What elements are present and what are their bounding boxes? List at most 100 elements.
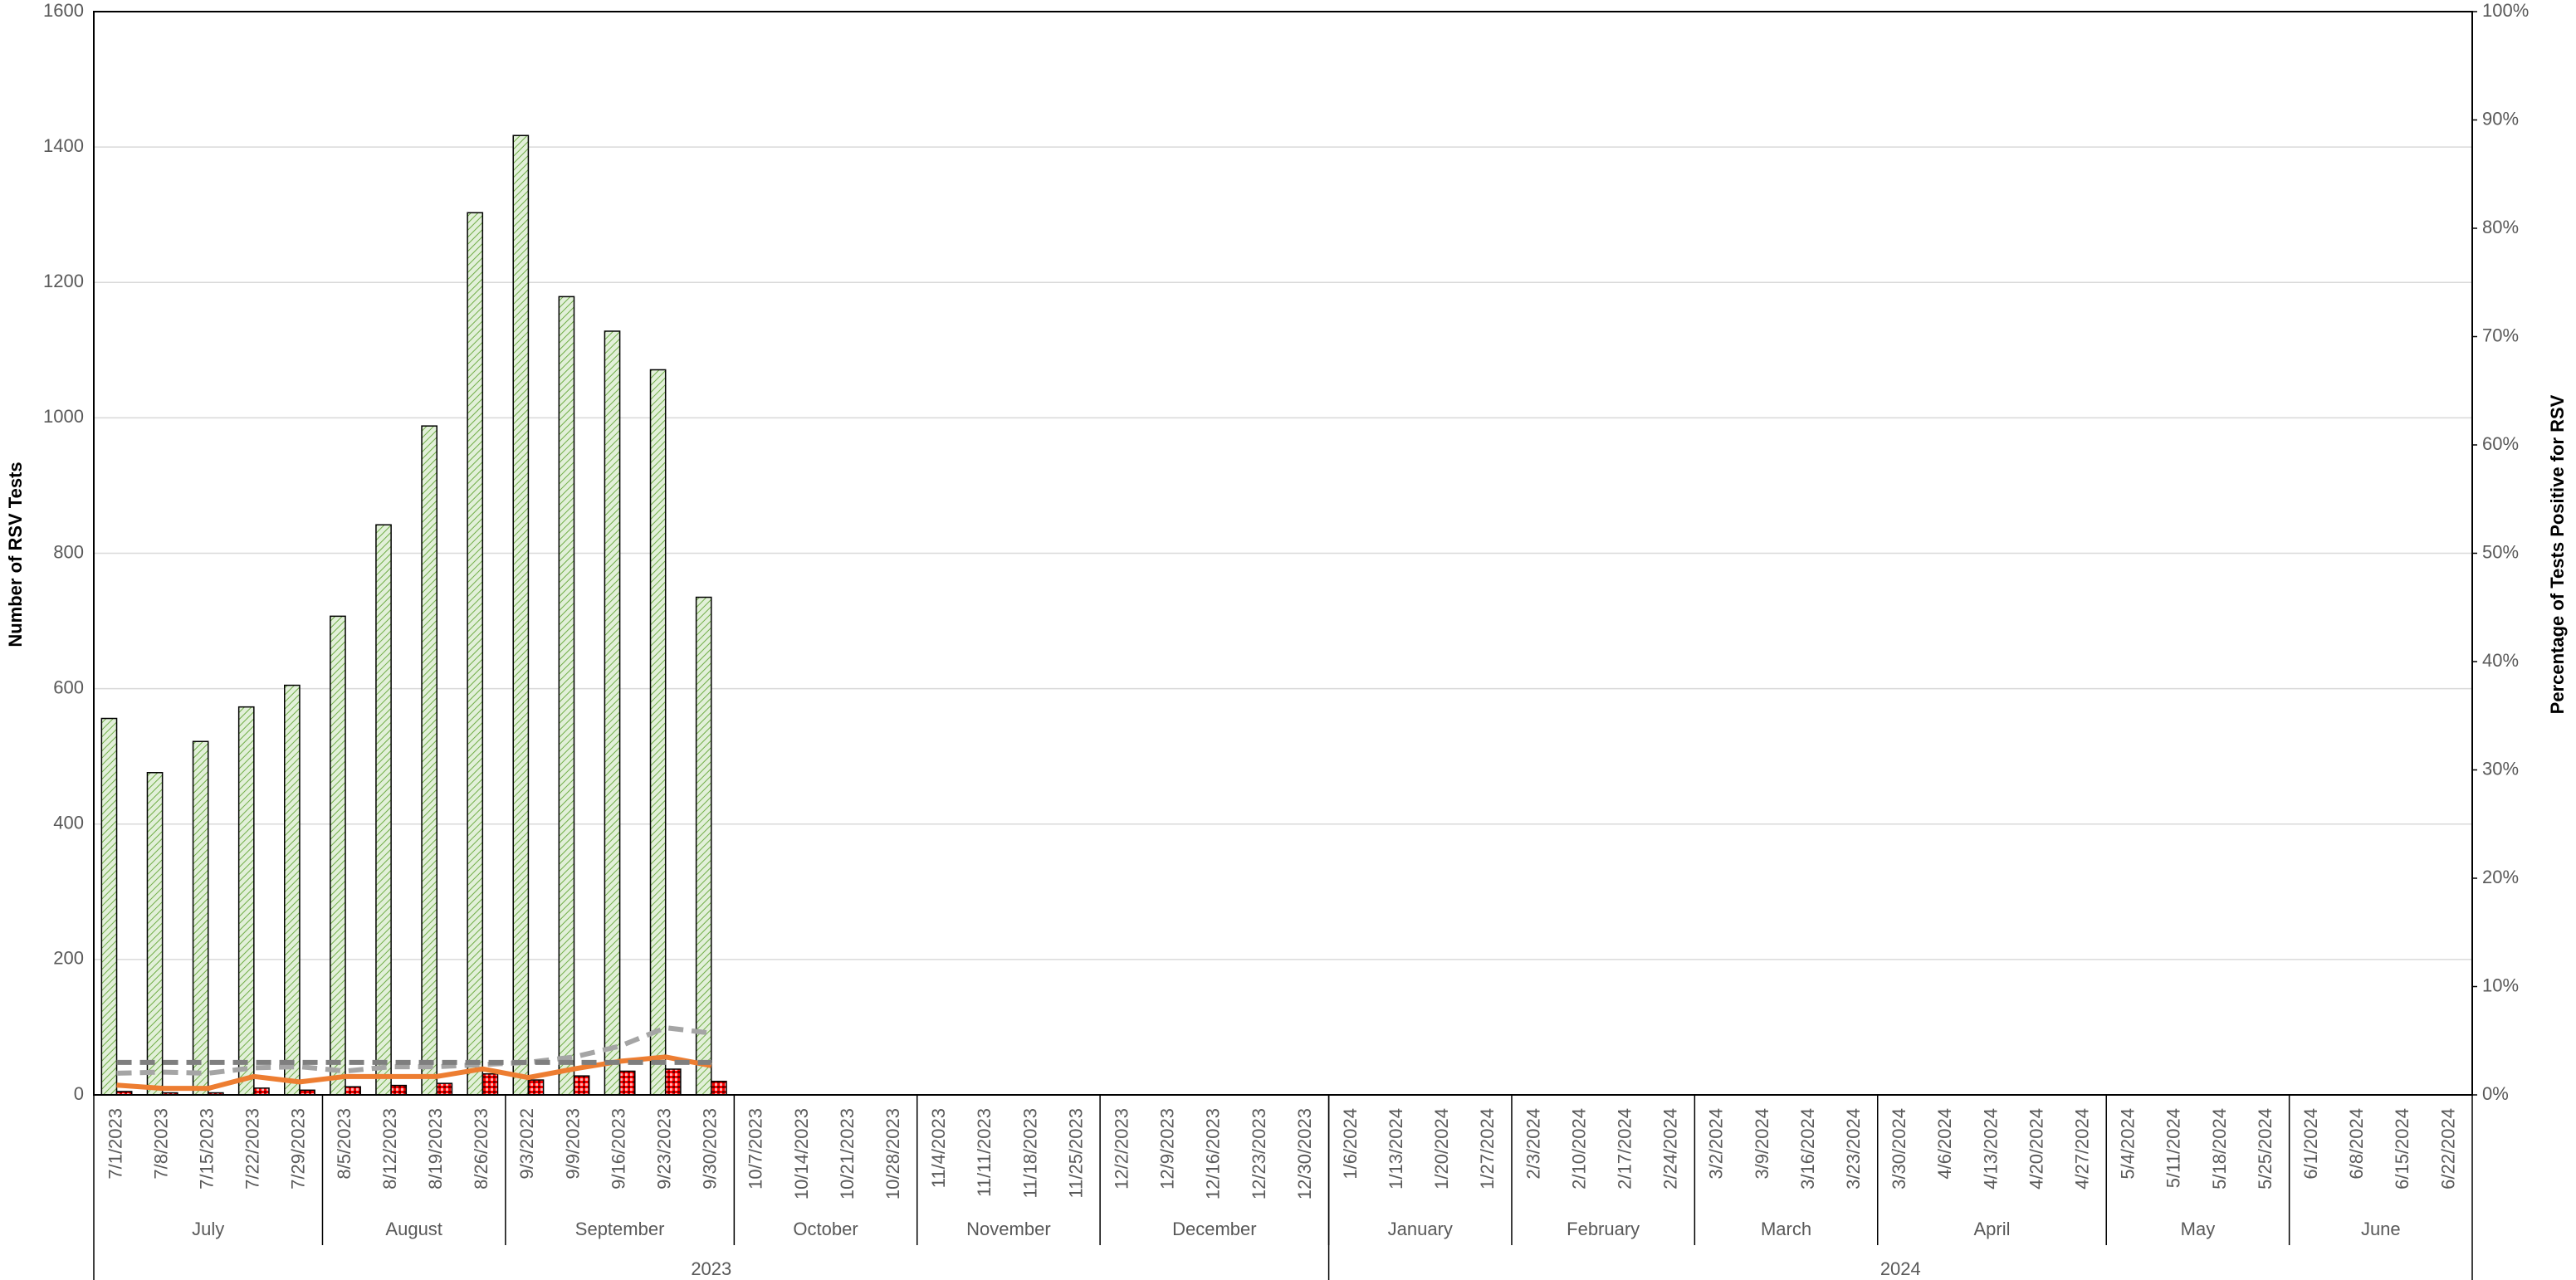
bar — [573, 1075, 590, 1096]
y-tick-label: 0 — [74, 1083, 84, 1104]
bar — [390, 1084, 408, 1096]
bar — [604, 330, 621, 1096]
bar — [192, 740, 209, 1096]
y2-axis-title: Percentage of Tests Positive for RSV — [2547, 394, 2568, 714]
x-tick-label: 8/12/2023 — [379, 1108, 400, 1190]
x-tick-label: 4/20/2024 — [2026, 1108, 2046, 1190]
y-tick-label: 1000 — [43, 406, 84, 427]
month-label: December — [1172, 1219, 1256, 1239]
bar — [284, 684, 301, 1096]
x-tick-label: 1/27/2024 — [1477, 1108, 1498, 1190]
y2-tick-label: 80% — [2482, 217, 2519, 237]
x-tick-label: 11/11/2023 — [974, 1108, 995, 1197]
bar — [436, 1082, 453, 1096]
x-tick-label: 7/8/2023 — [150, 1108, 171, 1180]
year-label: 2024 — [1880, 1258, 1921, 1279]
y-tick-label: 600 — [53, 677, 84, 697]
x-tick-label: 11/4/2023 — [928, 1108, 949, 1188]
x-tick-label: 9/16/2023 — [608, 1108, 628, 1190]
x-tick-label: 4/13/2024 — [1980, 1108, 2001, 1190]
x-tick-label: 11/18/2023 — [1019, 1108, 1040, 1198]
x-tick-label: 9/30/2023 — [700, 1108, 721, 1190]
line-series — [116, 1025, 712, 1076]
bar — [146, 772, 164, 1096]
y2-tick-label: 40% — [2482, 650, 2519, 671]
bar — [512, 134, 530, 1096]
x-tick-label: 3/2/2024 — [1706, 1108, 1727, 1180]
bar — [618, 1070, 636, 1096]
x-tick-label: 2/10/2024 — [1568, 1108, 1589, 1190]
x-tick-label: 11/25/2023 — [1065, 1108, 1086, 1198]
x-tick-label: 5/25/2024 — [2255, 1108, 2275, 1190]
x-tick-label: 10/7/2023 — [745, 1108, 766, 1190]
x-tick-label: 7/22/2023 — [242, 1108, 263, 1190]
bar — [375, 524, 392, 1096]
x-tick-label: 8/5/2023 — [334, 1108, 354, 1180]
bar — [345, 1086, 361, 1096]
bar — [664, 1068, 682, 1096]
x-tick-label: 7/29/2023 — [288, 1108, 309, 1190]
x-tick-label: 4/27/2024 — [2071, 1108, 2092, 1190]
month-label: October — [793, 1219, 858, 1239]
x-tick-label: 8/26/2023 — [471, 1108, 491, 1190]
month-label: May — [2181, 1219, 2216, 1239]
bar — [711, 1080, 727, 1096]
y-tick-label: 200 — [53, 948, 84, 969]
x-tick-label: 12/23/2023 — [1249, 1108, 1269, 1199]
month-label: March — [1761, 1219, 1811, 1239]
y-tick-label: 800 — [53, 541, 84, 562]
x-tick-label: 1/6/2024 — [1340, 1108, 1361, 1180]
bar — [649, 369, 667, 1096]
x-tick-label: 5/4/2024 — [2118, 1108, 2139, 1180]
month-label: April — [1973, 1219, 2010, 1239]
month-label: July — [192, 1219, 224, 1239]
bar — [421, 425, 437, 1096]
x-tick-label: 9/9/2023 — [562, 1108, 583, 1180]
y2-tick-label: 0% — [2482, 1083, 2509, 1104]
bar — [527, 1079, 545, 1096]
x-tick-label: 3/16/2024 — [1797, 1108, 1818, 1190]
y2-tick-label: 10% — [2482, 975, 2519, 995]
y-tick-label: 1600 — [43, 0, 84, 21]
month-label: June — [2361, 1219, 2401, 1239]
x-tick-label: 10/21/2023 — [837, 1108, 858, 1199]
y2-tick-label: 100% — [2482, 0, 2529, 21]
y2-tick-label: 20% — [2482, 867, 2519, 887]
bar — [100, 717, 118, 1096]
x-tick-label: 12/2/2023 — [1111, 1108, 1132, 1190]
plot-frame — [93, 11, 2473, 1096]
x-tick-label: 10/14/2023 — [791, 1108, 812, 1199]
x-tick-label: 12/16/2023 — [1203, 1108, 1224, 1199]
y-axis-title: Number of RSV Tests — [5, 462, 26, 647]
y-tick-label: 400 — [53, 813, 84, 833]
x-tick-label: 6/15/2024 — [2392, 1108, 2412, 1190]
month-label: November — [966, 1219, 1050, 1239]
x-tick-label: 3/9/2024 — [1752, 1108, 1772, 1180]
x-tick-label: 12/30/2023 — [1294, 1108, 1315, 1199]
x-tick-label: 7/15/2023 — [197, 1108, 218, 1190]
x-tick-label: 2/24/2024 — [1660, 1108, 1681, 1190]
bar — [253, 1087, 270, 1096]
year-label: 2023 — [691, 1258, 731, 1279]
y-tick-label: 1200 — [43, 271, 84, 291]
x-tick-label: 1/20/2024 — [1431, 1108, 1452, 1190]
y2-tick-label: 60% — [2482, 433, 2519, 454]
x-tick-label: 6/8/2024 — [2346, 1108, 2367, 1180]
x-tick-label: 3/23/2024 — [1843, 1108, 1864, 1190]
month-label: January — [1388, 1219, 1453, 1239]
x-tick-label: 12/9/2023 — [1157, 1108, 1178, 1190]
month-label: August — [385, 1219, 442, 1239]
bar — [467, 212, 484, 1096]
x-tick-label: 3/30/2024 — [1889, 1108, 1909, 1190]
x-tick-label: 5/18/2024 — [2209, 1108, 2230, 1190]
x-tick-label: 2/3/2024 — [1523, 1108, 1543, 1180]
month-label: September — [575, 1219, 665, 1239]
x-tick-label: 9/23/2023 — [654, 1108, 675, 1190]
x-tick-label: 9/3/2022 — [516, 1108, 537, 1180]
y2-tick-label: 30% — [2482, 758, 2519, 779]
bar — [237, 706, 255, 1096]
x-tick-label: 6/1/2024 — [2300, 1108, 2321, 1180]
y-tick-label: 1400 — [43, 135, 84, 156]
